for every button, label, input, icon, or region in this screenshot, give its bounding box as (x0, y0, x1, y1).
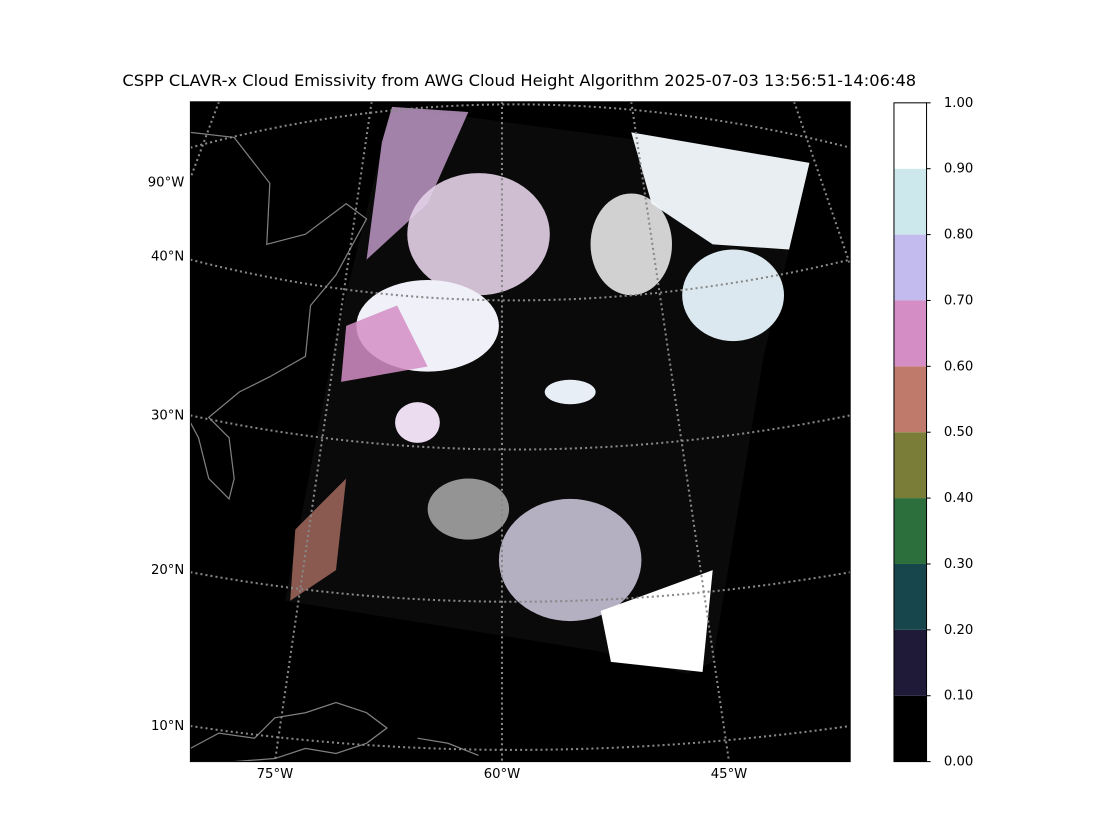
colorbar-tick-label: 0.30 (944, 557, 973, 572)
colorbar-band (893, 695, 927, 762)
lat-label: 10°N (151, 719, 184, 734)
colorbar-band (893, 300, 927, 367)
colorbar-band (893, 629, 927, 696)
colorbar-band (893, 366, 927, 433)
lat-label: 20°N (151, 563, 184, 578)
colorbar-tick-label: 0.70 (944, 293, 973, 308)
colorbar-tick-label: 1.00 (944, 96, 973, 111)
colorbar-band (893, 102, 927, 169)
lon-label: 60°W (484, 767, 521, 782)
lat-label: 90°W (148, 175, 185, 190)
colorbar-tick-label: 0.50 (944, 425, 973, 440)
map-area (190, 101, 851, 762)
graticule (190, 101, 851, 762)
colorbar-tick-label: 0.80 (944, 228, 973, 243)
lon-label: 75°W (257, 767, 294, 782)
colorbar-frame (893, 102, 928, 763)
lat-label: 40°N (151, 250, 184, 265)
colorbar-band (893, 563, 927, 630)
lon-label: 45°W (711, 767, 748, 782)
colorbar-tick-label: 0.20 (944, 623, 973, 638)
map-frame (189, 101, 851, 763)
satellite-swath (285, 106, 810, 675)
colorbar-tick-label: 0.90 (944, 162, 973, 177)
map-title: CSPP CLAVR-x Cloud Emissivity from AWG C… (122, 71, 916, 90)
colorbar-band (893, 168, 927, 235)
colorbar-tick-label: 0.00 (944, 755, 973, 770)
map-labels: 90°W 40°N 30°N 20°N 10°N 75°W 60°W 45°W (148, 175, 748, 782)
colorbar-band (893, 234, 927, 301)
colorbar-band (893, 432, 927, 499)
colorbar-tick-label: 0.10 (944, 689, 973, 704)
colorbar-band (893, 498, 927, 564)
colorbar-tick-label: 0.60 (944, 359, 973, 374)
lat-label: 30°N (151, 408, 184, 423)
colorbar-tick-label: 0.40 (944, 491, 973, 506)
colorbar: 0.00 0.10 0.20 0.30 0.40 0.50 0.60 0.70 0.80 0.90… (893, 96, 973, 770)
